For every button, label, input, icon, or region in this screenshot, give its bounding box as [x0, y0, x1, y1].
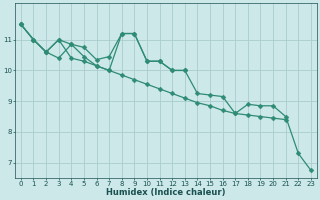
X-axis label: Humidex (Indice chaleur): Humidex (Indice chaleur) [106, 188, 226, 197]
